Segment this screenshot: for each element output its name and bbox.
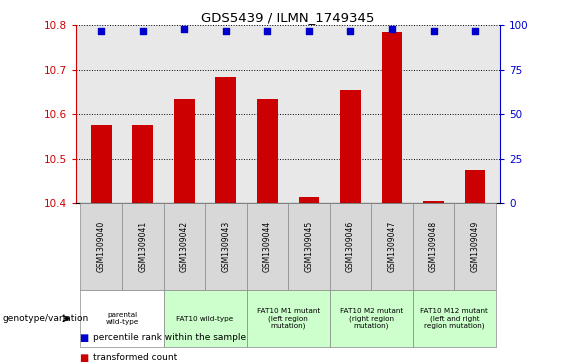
Point bbox=[471, 28, 480, 34]
Title: GDS5439 / ILMN_1749345: GDS5439 / ILMN_1749345 bbox=[202, 11, 375, 24]
Point bbox=[221, 28, 231, 34]
Text: FAT10 M12 mutant
(left and right
region mutation): FAT10 M12 mutant (left and right region … bbox=[420, 308, 488, 329]
Bar bbox=[371, 203, 413, 290]
Bar bbox=[413, 290, 496, 347]
Point bbox=[180, 26, 189, 32]
Text: genotype/variation: genotype/variation bbox=[3, 314, 89, 323]
Text: parental
wild-type: parental wild-type bbox=[105, 312, 138, 325]
Text: GSM1309043: GSM1309043 bbox=[221, 221, 231, 273]
Bar bbox=[246, 290, 330, 347]
Bar bbox=[257, 99, 278, 203]
Text: FAT10 wild-type: FAT10 wild-type bbox=[176, 315, 234, 322]
Text: GSM1309045: GSM1309045 bbox=[305, 221, 314, 273]
Bar bbox=[163, 203, 205, 290]
Text: ■: ■ bbox=[79, 352, 88, 363]
Bar bbox=[288, 203, 330, 290]
Text: GSM1309048: GSM1309048 bbox=[429, 221, 438, 272]
Point bbox=[138, 28, 147, 34]
Text: GSM1309042: GSM1309042 bbox=[180, 221, 189, 272]
Bar bbox=[381, 32, 402, 203]
Text: GSM1309046: GSM1309046 bbox=[346, 221, 355, 273]
Text: FAT10 M2 mutant
(right region
mutation): FAT10 M2 mutant (right region mutation) bbox=[340, 308, 403, 329]
Bar bbox=[174, 99, 195, 203]
Bar bbox=[80, 290, 163, 347]
Text: GSM1309041: GSM1309041 bbox=[138, 221, 147, 272]
Point bbox=[429, 28, 438, 34]
Text: transformed count: transformed count bbox=[93, 353, 177, 362]
Bar bbox=[465, 170, 485, 203]
Text: GSM1309047: GSM1309047 bbox=[388, 221, 397, 273]
Bar bbox=[298, 197, 319, 203]
Bar bbox=[80, 203, 122, 290]
Point bbox=[388, 26, 397, 32]
Bar bbox=[122, 203, 163, 290]
Bar bbox=[132, 126, 153, 203]
Bar bbox=[246, 203, 288, 290]
Bar bbox=[330, 290, 413, 347]
Point bbox=[263, 28, 272, 34]
Bar bbox=[91, 126, 112, 203]
Bar bbox=[163, 290, 246, 347]
Point bbox=[305, 28, 314, 34]
Point bbox=[97, 28, 106, 34]
Bar bbox=[423, 201, 444, 203]
Bar bbox=[330, 203, 371, 290]
Bar bbox=[413, 203, 454, 290]
Point bbox=[346, 28, 355, 34]
Text: FAT10 M1 mutant
(left region
mutation): FAT10 M1 mutant (left region mutation) bbox=[257, 308, 320, 329]
Text: GSM1309040: GSM1309040 bbox=[97, 221, 106, 273]
Bar bbox=[205, 203, 246, 290]
Text: GSM1309044: GSM1309044 bbox=[263, 221, 272, 273]
Text: ■: ■ bbox=[79, 333, 88, 343]
Bar bbox=[454, 203, 496, 290]
Text: GSM1309049: GSM1309049 bbox=[471, 221, 480, 273]
Text: percentile rank within the sample: percentile rank within the sample bbox=[93, 333, 246, 342]
Bar bbox=[340, 90, 361, 203]
Bar bbox=[215, 77, 236, 203]
